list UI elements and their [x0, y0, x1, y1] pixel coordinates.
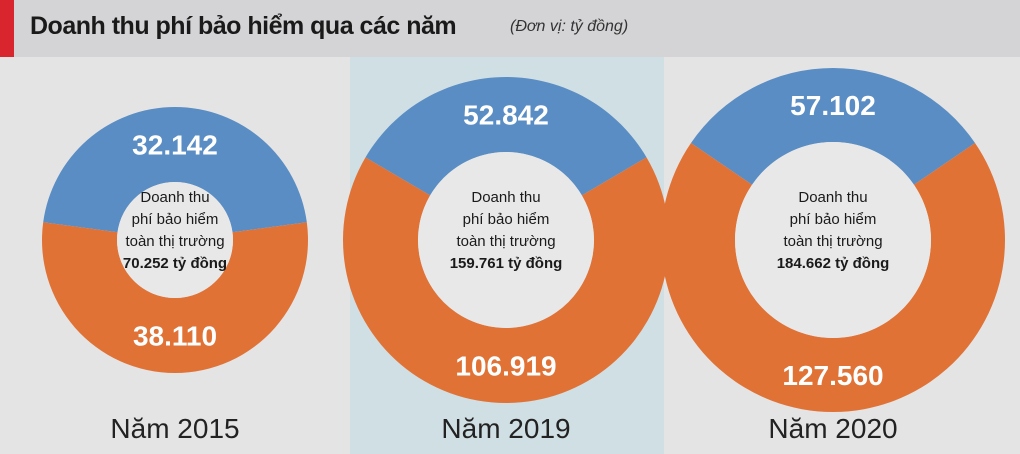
center-total: 184.662 tỷ đồng	[777, 255, 890, 272]
accent-bar	[0, 0, 14, 57]
center-line: phí bảo hiểm	[790, 211, 877, 228]
center-line: Doanh thu	[798, 189, 867, 206]
chart-title: Doanh thu phí bảo hiểm qua các năm	[30, 12, 457, 40]
center-line: toàn thị trường	[456, 233, 555, 250]
donut-hole	[117, 182, 233, 298]
value-label-orange: 127.560	[782, 360, 883, 391]
value-label-blue: 32.142	[132, 130, 218, 161]
value-label-orange: 106.919	[455, 351, 556, 382]
year-label: Năm 2019	[441, 413, 570, 444]
slice-blue	[365, 77, 647, 196]
center-line: phí bảo hiểm	[132, 211, 219, 228]
center-line: toàn thị trường	[783, 233, 882, 250]
slice-blue	[690, 68, 976, 185]
slice-orange	[660, 142, 1005, 413]
donut-2: 57.102 127.560 Doanh thu phí bảo hiểm toàn t…	[660, 68, 1005, 444]
slice-orange	[342, 157, 669, 404]
center-total: 70.252 tỷ đồng	[123, 255, 227, 272]
center-total: 159.761 tỷ đồng	[450, 255, 563, 272]
value-label-blue: 57.102	[790, 90, 876, 121]
donut-0: 32.142 38.110 Doanh thu phí bảo hiểm toàn th…	[42, 106, 309, 444]
value-label-orange: 38.110	[133, 321, 217, 352]
donut-1: 52.842 106.919 Doanh thu phí bảo hiểm toàn t…	[342, 77, 669, 444]
slice-blue	[43, 106, 307, 233]
center-line: Doanh thu	[140, 189, 209, 206]
header-bar: Doanh thu phí bảo hiểm qua các năm (Đơn …	[0, 0, 1020, 57]
donut-hole	[735, 142, 931, 338]
center-line: phí bảo hiểm	[463, 211, 550, 228]
year-label: Năm 2020	[768, 413, 897, 444]
slice-orange	[42, 222, 309, 373]
donut-hole	[418, 152, 594, 328]
value-label-blue: 52.842	[463, 100, 549, 131]
year-label: Năm 2015	[110, 413, 239, 444]
center-line: toàn thị trường	[125, 233, 224, 250]
unit-note: (Đơn vị: tỷ đồng)	[510, 18, 629, 35]
center-line: Doanh thu	[471, 189, 540, 206]
